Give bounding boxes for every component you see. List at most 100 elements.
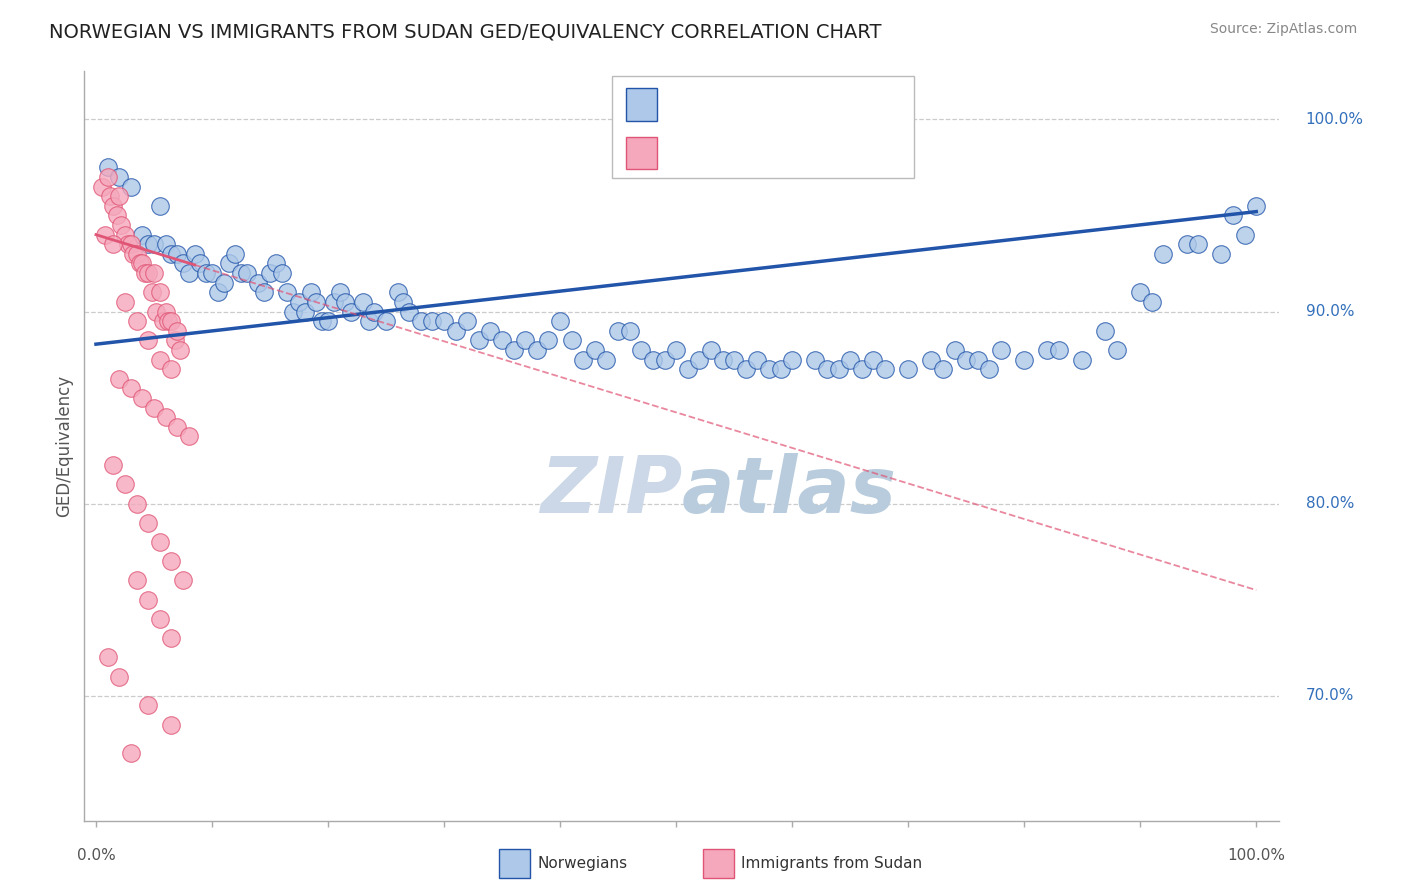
Point [1105,343,1128,357]
Point [335,294,357,309]
Text: 0.235: 0.235 [713,95,769,113]
Point [1140,294,1163,309]
Point [131,256,153,270]
Point [105,209,128,223]
Point [1071,352,1094,367]
Text: NORWEGIAN VS IMMIGRANTS FROM SUDAN GED/EQUIVALENCY CORRELATION CHART: NORWEGIAN VS IMMIGRANTS FROM SUDAN GED/E… [49,22,882,41]
Text: 70.0%: 70.0% [1306,689,1354,703]
Point [747,352,769,367]
Point [90,179,112,194]
Point [641,352,664,367]
Point [769,362,792,376]
Point [97,161,120,175]
Point [108,669,131,683]
Text: N =: N = [783,144,814,161]
Point [236,266,259,280]
Point [1047,343,1070,357]
Point [1129,285,1152,300]
Point [322,294,344,309]
Point [155,410,177,425]
Point [526,343,548,357]
Point [131,391,153,405]
Y-axis label: GED/Equivalency: GED/Equivalency [55,375,73,517]
Text: 100.0%: 100.0% [1227,847,1285,863]
Point [253,285,276,300]
Point [125,574,148,588]
Point [172,256,194,270]
Text: atlas: atlas [682,453,897,529]
Point [619,324,641,338]
Point [122,247,145,261]
Point [607,324,630,338]
Point [827,362,849,376]
Point [1211,247,1233,261]
Point [120,179,142,194]
Point [103,458,125,473]
Point [758,362,780,376]
Point [120,237,142,252]
Point [352,294,374,309]
Point [711,352,734,367]
Point [502,343,524,357]
Text: ZIP: ZIP [540,453,682,529]
Text: 0.0%: 0.0% [76,847,115,863]
Point [207,285,229,300]
Text: N =: N = [783,95,814,113]
Point [363,304,385,318]
Point [160,362,183,376]
Point [155,237,177,252]
Point [1187,237,1209,252]
Point [264,256,287,270]
Point [110,218,132,232]
Point [136,266,159,280]
Point [468,334,491,348]
Point [229,266,252,280]
Point [1222,209,1244,223]
Point [169,343,191,357]
Point [259,266,281,280]
Point [990,343,1012,357]
Point [136,698,159,713]
Point [131,227,153,242]
Text: R =: R = [668,144,699,161]
Point [873,362,896,376]
Point [160,247,183,261]
Point [149,535,172,549]
Point [120,381,142,395]
Point [152,314,174,328]
Point [561,334,583,348]
Point [288,294,311,309]
Point [409,314,432,328]
Point [422,314,444,328]
Point [392,294,415,309]
Point [340,304,363,318]
Point [136,334,159,348]
Point [515,334,537,348]
Point [156,314,179,328]
Point [224,247,246,261]
Point [141,285,163,300]
Point [329,285,352,300]
Point [183,247,205,261]
Point [734,362,756,376]
Point [149,285,172,300]
Point [149,199,172,213]
Point [201,266,224,280]
Point [160,314,183,328]
Text: 90.0%: 90.0% [1306,304,1354,319]
Point [218,256,240,270]
Point [966,352,988,367]
Point [1244,199,1267,213]
Point [357,314,380,328]
Point [166,419,188,434]
Point [136,592,159,607]
Point [920,352,942,367]
Point [108,169,131,184]
Point [145,304,167,318]
Point [149,612,172,626]
Point [548,314,571,328]
Point [1175,237,1198,252]
Point [1152,247,1174,261]
Text: Source: ZipAtlas.com: Source: ZipAtlas.com [1209,22,1357,37]
Text: 80.0%: 80.0% [1306,496,1354,511]
